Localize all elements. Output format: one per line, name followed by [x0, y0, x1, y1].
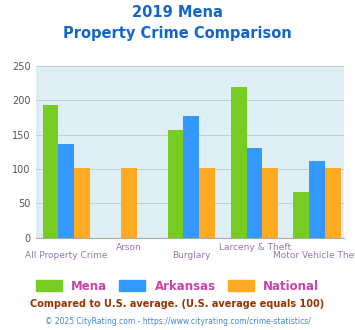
Bar: [43, 105, 59, 238]
Bar: [247, 148, 262, 238]
Bar: [231, 87, 247, 238]
Bar: [74, 168, 90, 238]
Bar: [293, 192, 309, 238]
Bar: [309, 161, 325, 238]
Bar: [168, 130, 184, 238]
Text: All Property Crime: All Property Crime: [25, 251, 108, 260]
Text: Burglary: Burglary: [172, 251, 211, 260]
Bar: [59, 144, 74, 238]
Text: Arson: Arson: [116, 243, 142, 251]
Text: Property Crime Comparison: Property Crime Comparison: [63, 26, 292, 41]
Bar: [262, 168, 278, 238]
Text: © 2025 CityRating.com - https://www.cityrating.com/crime-statistics/: © 2025 CityRating.com - https://www.city…: [45, 317, 310, 326]
Text: Compared to U.S. average. (U.S. average equals 100): Compared to U.S. average. (U.S. average …: [31, 299, 324, 309]
Text: 2019 Mena: 2019 Mena: [132, 5, 223, 20]
Bar: [325, 168, 341, 238]
Bar: [184, 116, 199, 238]
Bar: [199, 168, 215, 238]
Text: Motor Vehicle Theft: Motor Vehicle Theft: [273, 251, 355, 260]
Text: Larceny & Theft: Larceny & Theft: [219, 243, 291, 251]
Legend: Mena, Arkansas, National: Mena, Arkansas, National: [31, 275, 324, 297]
Bar: [121, 168, 137, 238]
